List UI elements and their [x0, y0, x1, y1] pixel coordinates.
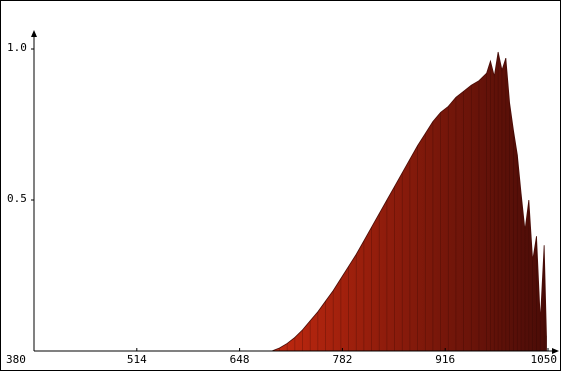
axes — [31, 30, 559, 354]
tick-labels: 380 514 648 782 916 1050 0.5 1.0 — [6, 41, 557, 366]
series-area — [271, 51, 547, 352]
y-tick-label: 0.5 — [7, 192, 27, 205]
area-layer — [271, 51, 547, 352]
x-tick-label: 380 — [6, 353, 26, 366]
x-tick-label: 1050 — [531, 353, 558, 366]
x-tick-label: 916 — [435, 353, 455, 366]
x-tick-label: 514 — [127, 353, 147, 366]
x-tick-label: 648 — [230, 353, 250, 366]
x-tick-label: 782 — [332, 353, 352, 366]
y-tick-label: 1.0 — [7, 41, 27, 54]
x-axis-arrow — [552, 348, 559, 354]
y-axis-arrow — [31, 30, 37, 37]
